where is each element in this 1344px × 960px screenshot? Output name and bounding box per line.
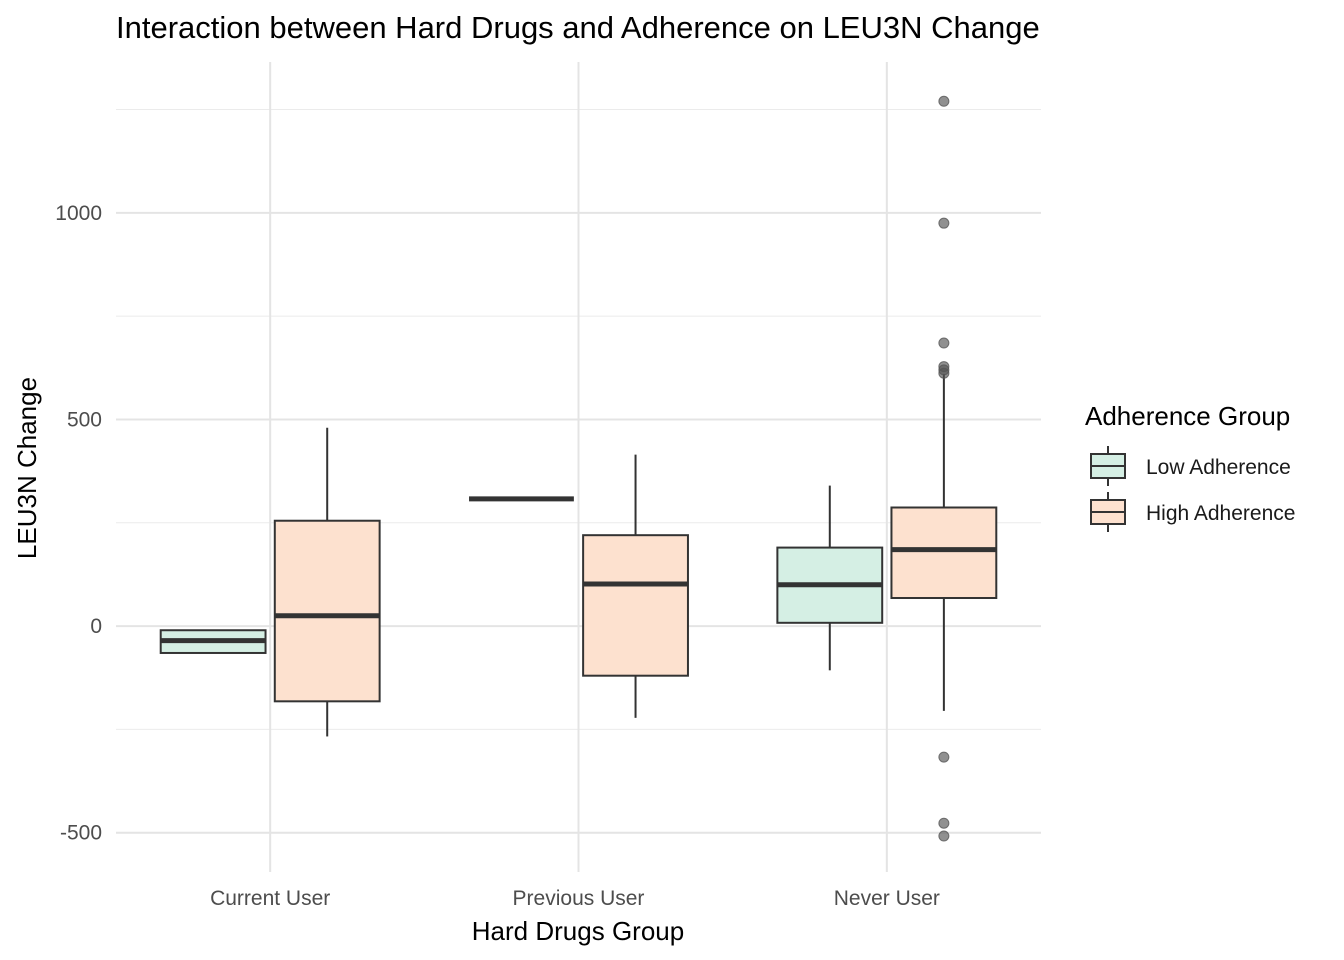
y-tick-label: 500	[67, 408, 102, 431]
outlier-point	[938, 95, 950, 107]
legend-item: Low Adherence	[1090, 446, 1291, 486]
y-tick-label: 0	[90, 615, 102, 638]
grid	[116, 62, 1041, 872]
outlier-point	[938, 751, 950, 763]
legend-label: Low Adherence	[1146, 456, 1291, 479]
outlier-point	[938, 217, 950, 229]
x-axis-title: Hard Drugs Group	[472, 916, 684, 946]
boxplots	[159, 95, 998, 842]
legend-title: Adherence Group	[1085, 401, 1290, 431]
legend-item: High Adherence	[1090, 492, 1295, 532]
chart-title: Interaction between Hard Drugs and Adher…	[116, 10, 1040, 45]
x-tick-label: Current User	[210, 887, 330, 910]
y-tick-label: 1000	[55, 202, 102, 225]
legend-label: High Adherence	[1146, 502, 1295, 525]
y-tick-label: -500	[60, 822, 102, 845]
y-axis-title: LEU3N Change	[12, 377, 42, 559]
box-rect	[582, 534, 689, 677]
outlier-point	[938, 367, 950, 379]
box-high-adherence	[273, 427, 381, 737]
box-high-adherence	[582, 454, 689, 718]
box-rect	[890, 506, 998, 600]
box-low-adherence	[159, 629, 267, 654]
box-low-adherence	[776, 485, 884, 671]
x-tick-label: Previous User	[513, 887, 645, 910]
box-rect	[273, 519, 381, 703]
box-high-adherence	[890, 95, 998, 842]
outlier-point	[938, 830, 950, 842]
outlier-point	[938, 337, 950, 349]
x-tick-label: Never User	[834, 887, 940, 910]
legend: Adherence Group Low Adherence High Adhere…	[1085, 401, 1295, 532]
axes: -500 0 500 1000 Current User Previous User Nev…	[55, 202, 940, 910]
outlier-point	[938, 817, 950, 829]
